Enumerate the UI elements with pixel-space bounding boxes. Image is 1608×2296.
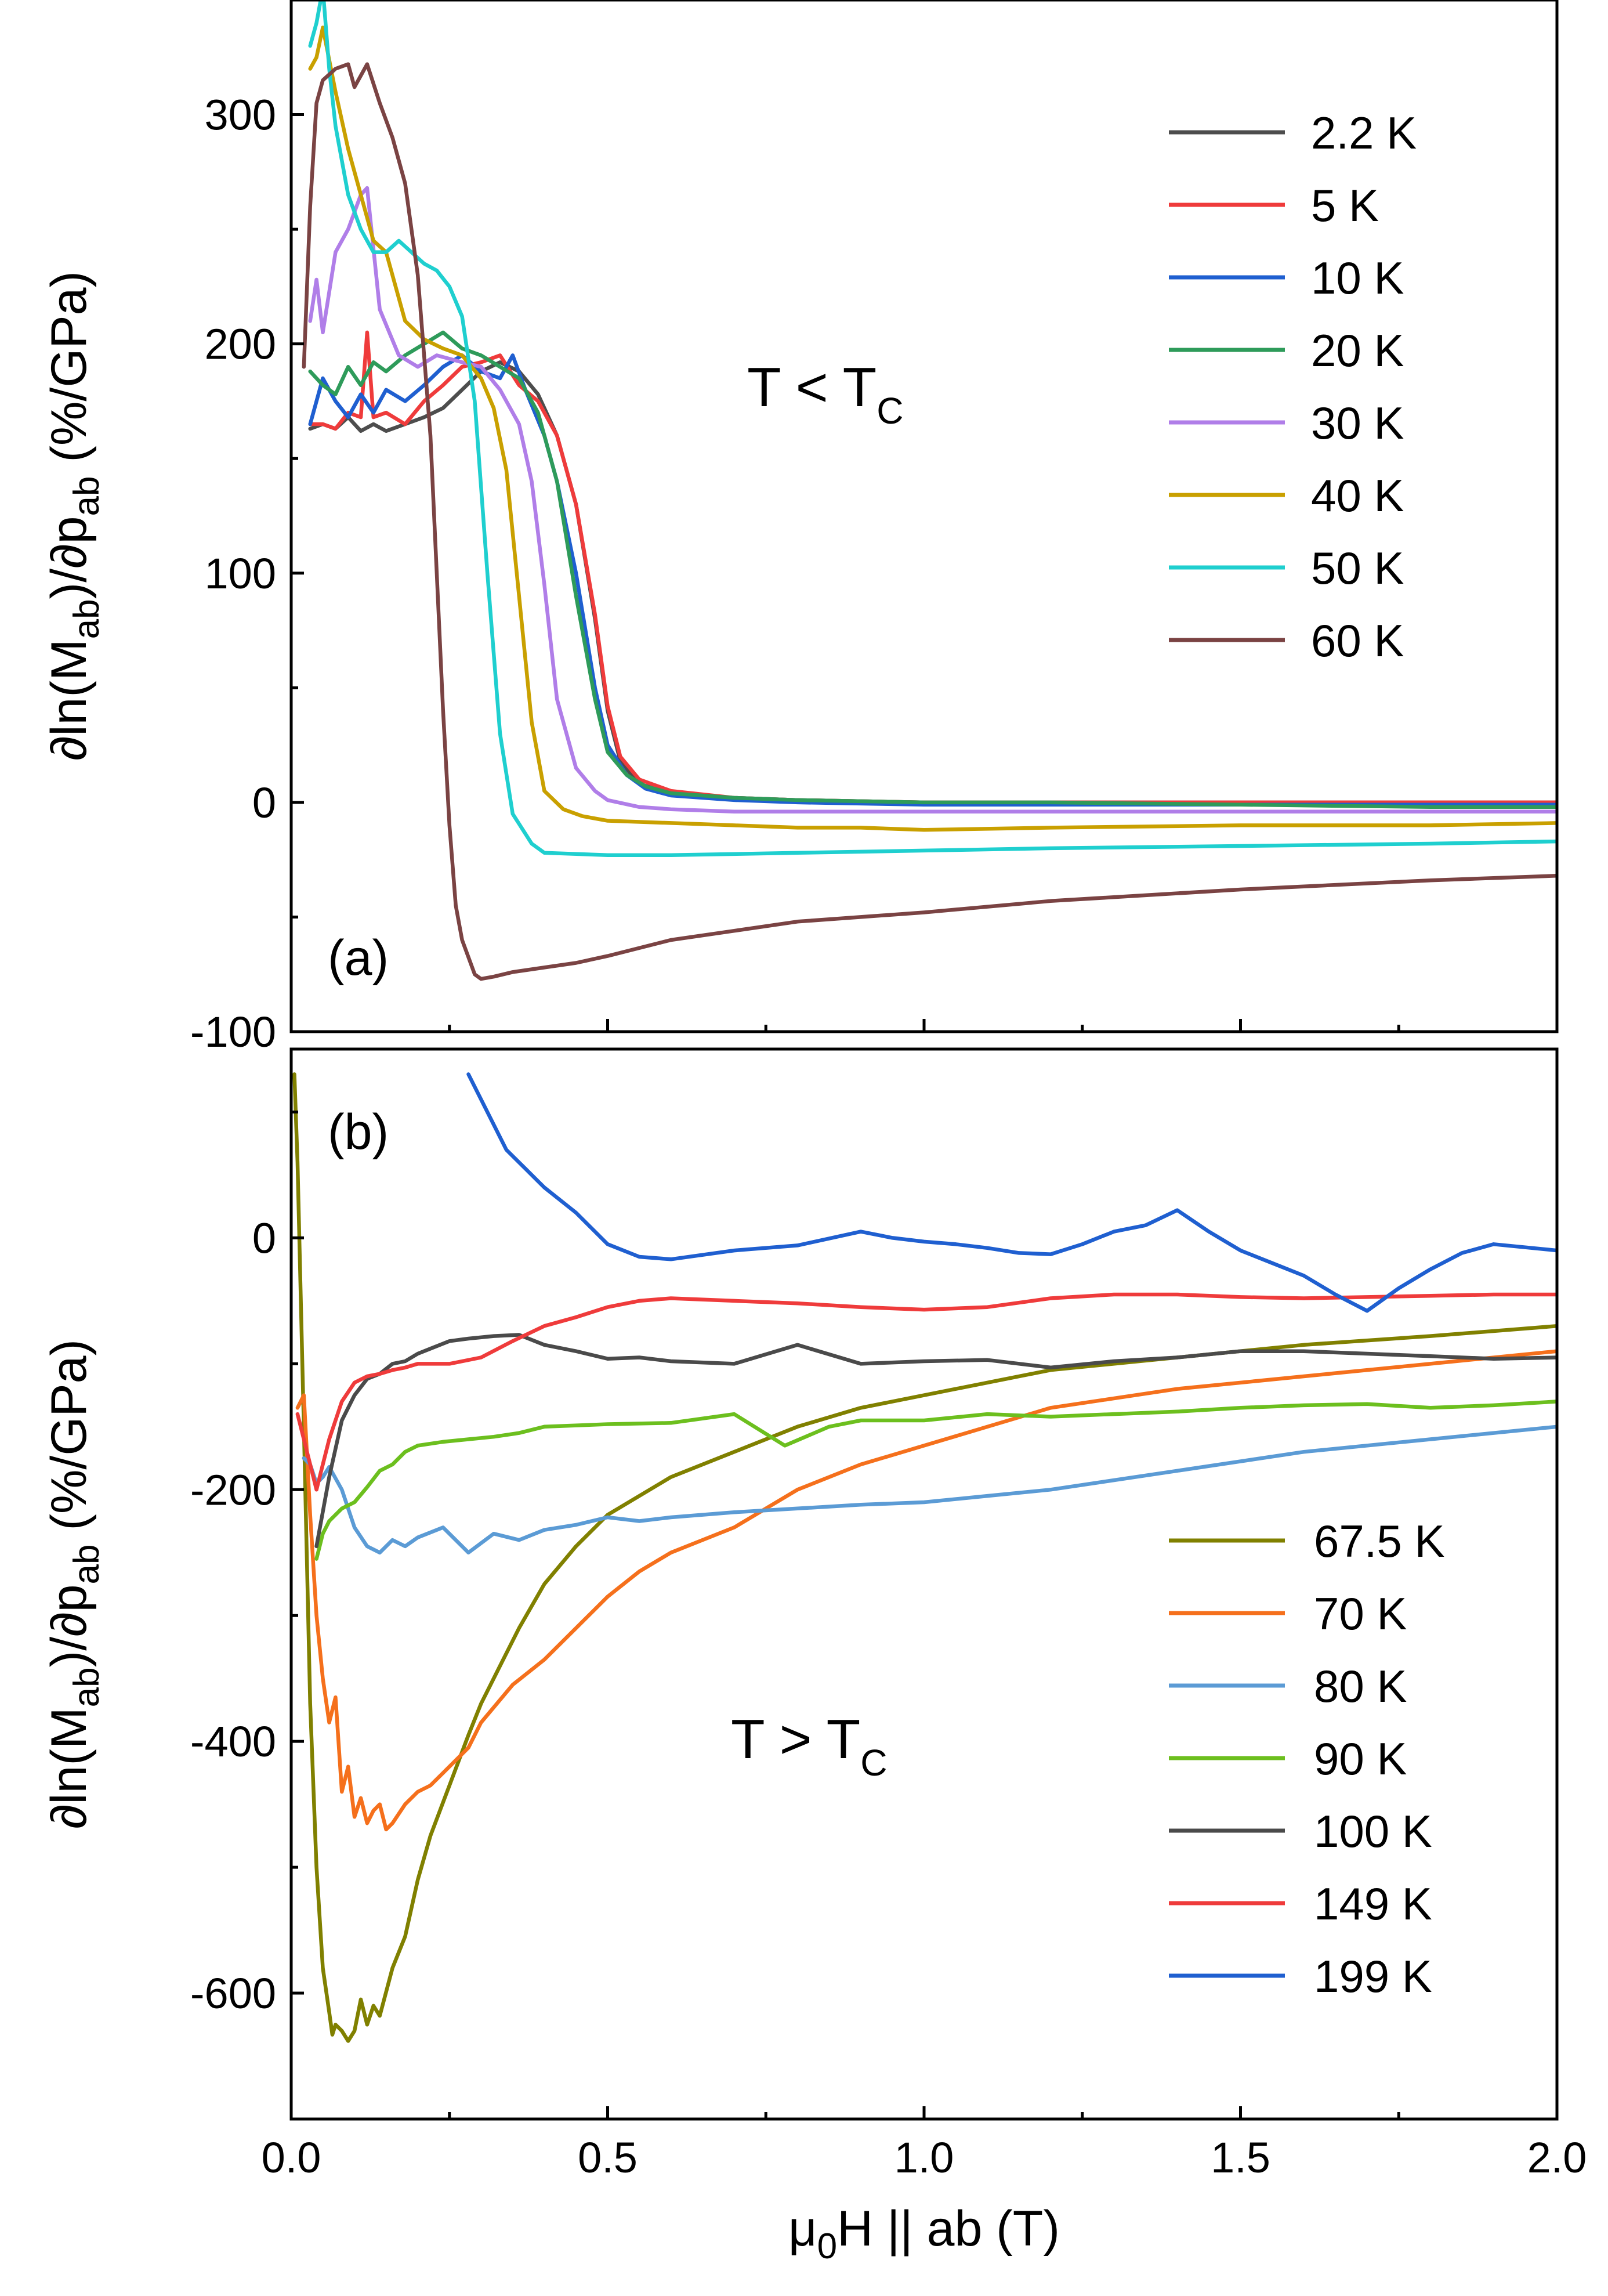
y-tick-label: 0 (252, 1214, 276, 1262)
ylabel-subscript: ab (67, 1667, 107, 1707)
series-line-67-5-k (292, 1072, 1557, 2043)
panel-a-label: (a) (328, 930, 389, 986)
legend-label: 67.5 K (1314, 1516, 1445, 1567)
y-tick-label: 0 (252, 779, 276, 827)
legend-label: 5 K (1311, 180, 1379, 231)
series-line-100-k (314, 1333, 1557, 1549)
series-line-90-k (314, 1400, 1557, 1561)
x-axis-title: μ0H || ab (T) (788, 2201, 1060, 2266)
legend-label: 70 K (1314, 1588, 1407, 1639)
legend-label: 60 K (1311, 615, 1404, 666)
legend-label: 30 K (1311, 397, 1404, 449)
panel-a-annotation: T < TC (747, 356, 903, 432)
series-line-70-k (295, 1349, 1557, 1832)
ylabel-part: )/∂p (41, 1585, 97, 1668)
x-tick-label: 1.5 (1211, 2134, 1270, 2182)
series-line-60-k (302, 62, 1557, 981)
series-line-149-k (295, 1292, 1557, 1492)
y-tick-label: 100 (205, 549, 276, 598)
ylabel-part: )/∂p (41, 516, 97, 599)
y-tick-label: 200 (205, 320, 276, 368)
x-tick-label: 1.0 (894, 2134, 954, 2182)
panel-b-label: (b) (328, 1104, 389, 1160)
legend-label: 20 K (1311, 325, 1404, 376)
y-tick-label: -400 (190, 1718, 276, 1766)
ylabel-part: ∂ln(M (41, 1707, 97, 1829)
panel-b-legend: 67.5 K 70 K 80 K 90 K 100 K 149 K 199 K (1169, 1516, 1445, 2002)
series-line-199-k (466, 1072, 1557, 1313)
panel-b-y-axis-title: ∂ln(Mab)/∂pab (%/GPa) (41, 1339, 107, 1829)
panel-a-ticks: -100 0 100 200 300 (190, 91, 1559, 1056)
series-line-40-k (308, 26, 1557, 832)
ylabel-part: (%/GPa) (41, 271, 97, 476)
ylabel-subscript: ab (67, 1545, 107, 1585)
series-line-10-k (308, 353, 1557, 807)
x-tick-label: 0.0 (262, 2134, 321, 2182)
panel-b-annotation-subscript: C (860, 1742, 887, 1784)
legend-label: 80 K (1314, 1661, 1407, 1712)
y-tick-label: -600 (190, 1969, 276, 2017)
legend-label: 40 K (1311, 470, 1404, 521)
legend-label: 199 K (1314, 1951, 1432, 2002)
panel-a-legend: 2.2 K 5 K 10 K 20 K 30 K 40 K 50 K 60 K (1169, 107, 1417, 666)
ylabel-part: ∂ln(M (41, 639, 97, 761)
x-tick-label: 2.0 (1527, 2134, 1587, 2182)
ylabel-subscript: ab (67, 599, 107, 639)
legend-label: 10 K (1311, 252, 1404, 303)
y-tick-label: -100 (190, 1008, 276, 1056)
legend-label: 100 K (1314, 1806, 1432, 1857)
x-tick-label: 0.5 (578, 2134, 638, 2182)
series-line-30-k (308, 186, 1557, 813)
y-tick-label: -200 (190, 1466, 276, 1514)
panel-b-ticks: -600 -400 -200 0 0.0 0.5 1.0 1.5 2.0 (190, 1110, 1587, 2182)
panel-a-series-group (302, 0, 1557, 981)
xlabel-subscript: 0 (817, 2226, 837, 2266)
xlabel-part: H || ab (T) (837, 2201, 1060, 2257)
panel-b-annotation: T > TC (731, 1708, 887, 1784)
panel-b: -600 -400 -200 0 0.0 0.5 1.0 1.5 2.0 67.5 K 70 K 8… (41, 1047, 1587, 2266)
legend-label: 149 K (1314, 1878, 1432, 1929)
legend-label: 90 K (1314, 1733, 1407, 1784)
legend-label: 2.2 K (1311, 107, 1417, 158)
panel-a-annotation-subscript: C (877, 390, 903, 432)
panel-a-y-axis-title: ∂ln(Mab)/∂pab (%/GPa) (41, 271, 107, 761)
ylabel-part: (%/GPa) (41, 1339, 97, 1545)
legend-label: 50 K (1311, 543, 1404, 594)
xlabel-part: μ (788, 2201, 817, 2257)
panel-a: -100 0 100 200 300 2.2 K 5 K 10 K 20 K 30 K 40 K 5… (41, 0, 1559, 1056)
panel-b-annotation-main: T > T (731, 1708, 860, 1770)
series-line-50-k (308, 0, 1557, 858)
series-line-20-k (308, 330, 1557, 809)
panel-b-series-group (292, 1072, 1557, 2043)
y-tick-label: 300 (205, 91, 276, 139)
ylabel-subscript: ab (67, 476, 107, 516)
panel-a-annotation-main: T < T (747, 356, 877, 418)
series-line-80-k (302, 1424, 1557, 1555)
